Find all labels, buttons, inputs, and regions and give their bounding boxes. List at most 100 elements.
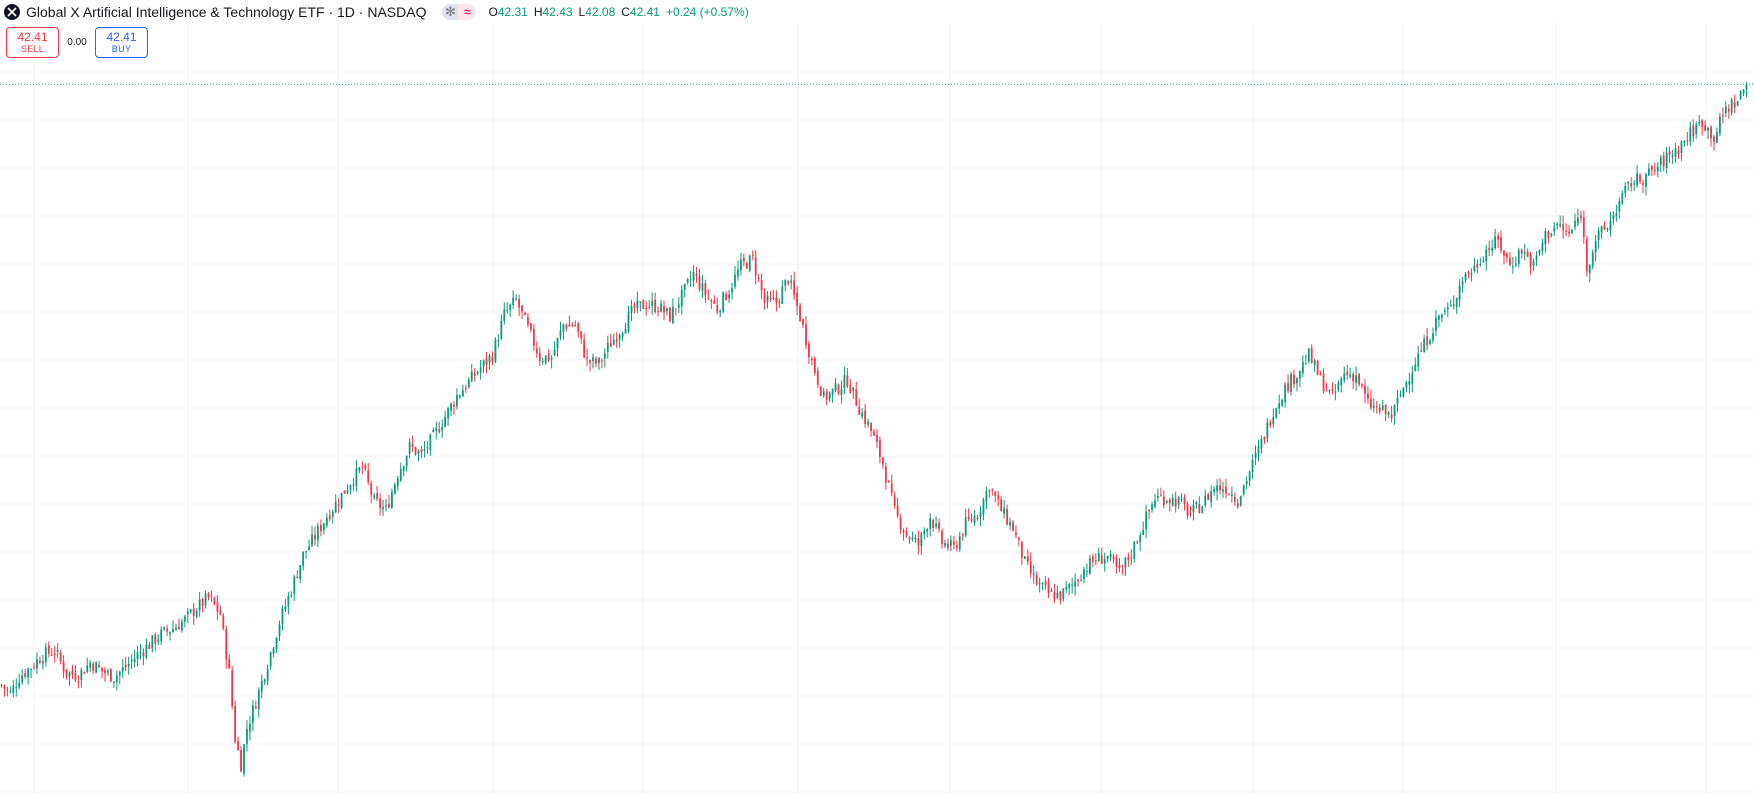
candle-body bbox=[1464, 273, 1467, 280]
candle bbox=[1242, 484, 1245, 497]
candle bbox=[1739, 90, 1742, 100]
candle bbox=[1340, 376, 1343, 393]
candle bbox=[556, 337, 559, 357]
candle-body bbox=[648, 307, 651, 309]
candle bbox=[234, 700, 237, 744]
candle bbox=[1547, 230, 1550, 244]
candle-body bbox=[1239, 496, 1242, 506]
candle-body bbox=[1210, 490, 1213, 502]
sell-button[interactable]: 42.41 SELL bbox=[6, 27, 59, 58]
candle-body bbox=[379, 498, 381, 509]
candle bbox=[1239, 495, 1242, 507]
candle-body bbox=[1692, 125, 1695, 137]
candle bbox=[606, 335, 609, 359]
candle-body bbox=[346, 490, 349, 494]
candle-body bbox=[1127, 556, 1130, 560]
candle bbox=[754, 250, 757, 285]
candle bbox=[1299, 370, 1301, 388]
candle-body bbox=[1162, 496, 1165, 505]
candle-body bbox=[322, 523, 325, 531]
candle-body bbox=[716, 305, 719, 312]
buy-button[interactable]: 42.41 BUY bbox=[95, 27, 148, 58]
candle-body bbox=[1171, 497, 1174, 506]
symbol-title[interactable]: Global X Artificial Intelligence & Techn… bbox=[26, 4, 427, 20]
candle-body bbox=[1012, 522, 1014, 532]
candle-body bbox=[1727, 108, 1730, 112]
candle-body bbox=[476, 372, 479, 374]
candle-body bbox=[157, 639, 160, 642]
candle-body bbox=[982, 499, 985, 515]
candle-body bbox=[1671, 155, 1674, 158]
open-value: 42.31 bbox=[497, 5, 528, 19]
candle-body bbox=[1633, 183, 1636, 185]
candle bbox=[905, 527, 908, 538]
candle-body bbox=[627, 312, 630, 332]
candle-body bbox=[1594, 241, 1597, 253]
candle bbox=[846, 367, 849, 389]
candle bbox=[107, 668, 109, 676]
candle bbox=[473, 368, 476, 382]
candle-body bbox=[1325, 390, 1328, 392]
candle-body bbox=[828, 392, 831, 399]
candle-body bbox=[1707, 127, 1709, 131]
candle-body bbox=[195, 611, 198, 617]
candle-body bbox=[1582, 217, 1585, 238]
candle bbox=[352, 478, 355, 492]
candle-body bbox=[1038, 583, 1041, 585]
candle-body bbox=[473, 373, 476, 376]
close-value: 42.41 bbox=[629, 5, 660, 19]
candle-body bbox=[1372, 405, 1375, 408]
snowflake-icon[interactable]: ✻ bbox=[442, 4, 459, 20]
candle bbox=[1177, 495, 1180, 509]
candle bbox=[822, 387, 825, 398]
candle-body bbox=[1668, 151, 1671, 155]
candle-body bbox=[426, 447, 429, 449]
candle bbox=[973, 510, 976, 527]
candle-body bbox=[1151, 504, 1153, 510]
trade-panel: 42.41 SELL 0.00 42.41 BUY bbox=[6, 27, 148, 58]
candle bbox=[674, 308, 677, 316]
candle-body bbox=[1455, 297, 1458, 308]
candle-body bbox=[393, 484, 396, 494]
candle bbox=[1597, 226, 1600, 249]
candle bbox=[1000, 495, 1003, 512]
candle bbox=[275, 636, 278, 654]
candle bbox=[1157, 488, 1159, 502]
candle bbox=[618, 333, 621, 348]
candle-body bbox=[352, 484, 355, 486]
candle-body bbox=[373, 495, 376, 498]
candle-body bbox=[1293, 374, 1295, 385]
symbol-logo-icon[interactable] bbox=[4, 4, 20, 20]
candle bbox=[1026, 549, 1029, 565]
candle-body bbox=[1301, 362, 1304, 374]
candle bbox=[1393, 404, 1396, 425]
candle-body bbox=[547, 353, 550, 361]
candle bbox=[396, 475, 399, 491]
candle bbox=[876, 429, 878, 449]
candle bbox=[1115, 554, 1118, 574]
candle-body bbox=[12, 685, 15, 693]
candle-body bbox=[1032, 573, 1035, 575]
candle bbox=[1328, 389, 1331, 395]
approx-icon[interactable]: ≈ bbox=[458, 4, 477, 20]
candle bbox=[1390, 405, 1393, 423]
candle bbox=[210, 590, 213, 602]
candle-body bbox=[1242, 485, 1245, 494]
candle-body bbox=[506, 310, 509, 312]
candle-body bbox=[1597, 230, 1600, 240]
candle bbox=[518, 294, 520, 317]
candle bbox=[1047, 577, 1050, 598]
candle bbox=[1142, 521, 1145, 535]
candle-body bbox=[1405, 382, 1408, 388]
candle-body bbox=[1080, 579, 1082, 581]
candle bbox=[1080, 574, 1082, 582]
candle bbox=[1168, 497, 1171, 512]
candle bbox=[1272, 408, 1275, 428]
status-icons[interactable]: ✻ ≈ bbox=[442, 4, 477, 20]
candle bbox=[95, 661, 98, 673]
candle bbox=[908, 536, 911, 544]
candle-body bbox=[1485, 249, 1488, 262]
candle-body bbox=[1139, 535, 1142, 543]
candle-body bbox=[1334, 391, 1337, 393]
